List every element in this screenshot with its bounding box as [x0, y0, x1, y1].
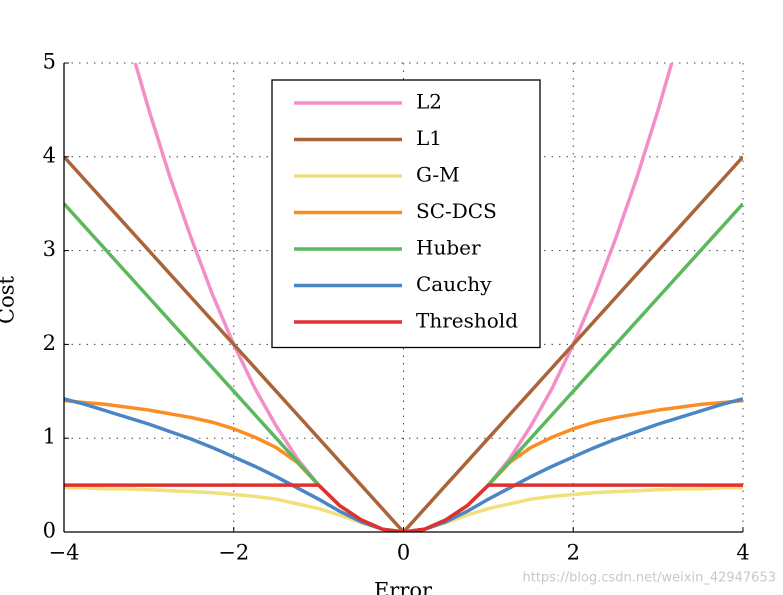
line — [64, 483, 743, 532]
legend-label: L1 — [416, 126, 442, 150]
line — [64, 486, 743, 532]
y-tick-label: 5 — [43, 50, 56, 74]
y-tick-label: 4 — [43, 143, 56, 167]
x-axis-label: Error — [374, 579, 433, 595]
line — [133, 63, 674, 532]
legend-label: Threshold — [416, 309, 518, 333]
y-tick-label: 3 — [43, 237, 56, 261]
x-tick-label: −4 — [49, 541, 80, 565]
x-tick-label: −2 — [218, 541, 249, 565]
x-tick-label: 0 — [397, 541, 410, 565]
y-tick-label: 0 — [43, 519, 56, 543]
y-axis-label: Cost — [0, 275, 19, 323]
x-tick-label: 4 — [736, 541, 749, 565]
line — [64, 202, 743, 532]
line — [64, 397, 743, 532]
legend-label: SC-DCS — [416, 199, 497, 223]
legend-label: G-M — [416, 163, 460, 187]
legend-label: Huber — [416, 236, 481, 260]
watermark: https://blog.csdn.net/weixin_42947653 — [522, 571, 776, 586]
line — [64, 398, 743, 532]
legend-label: Cauchy — [416, 272, 492, 296]
line — [64, 155, 743, 532]
legend-label: L2 — [416, 90, 442, 114]
x-tick-label: 2 — [567, 541, 580, 565]
y-tick-label: 1 — [43, 425, 56, 449]
y-tick-label: 2 — [43, 331, 56, 355]
